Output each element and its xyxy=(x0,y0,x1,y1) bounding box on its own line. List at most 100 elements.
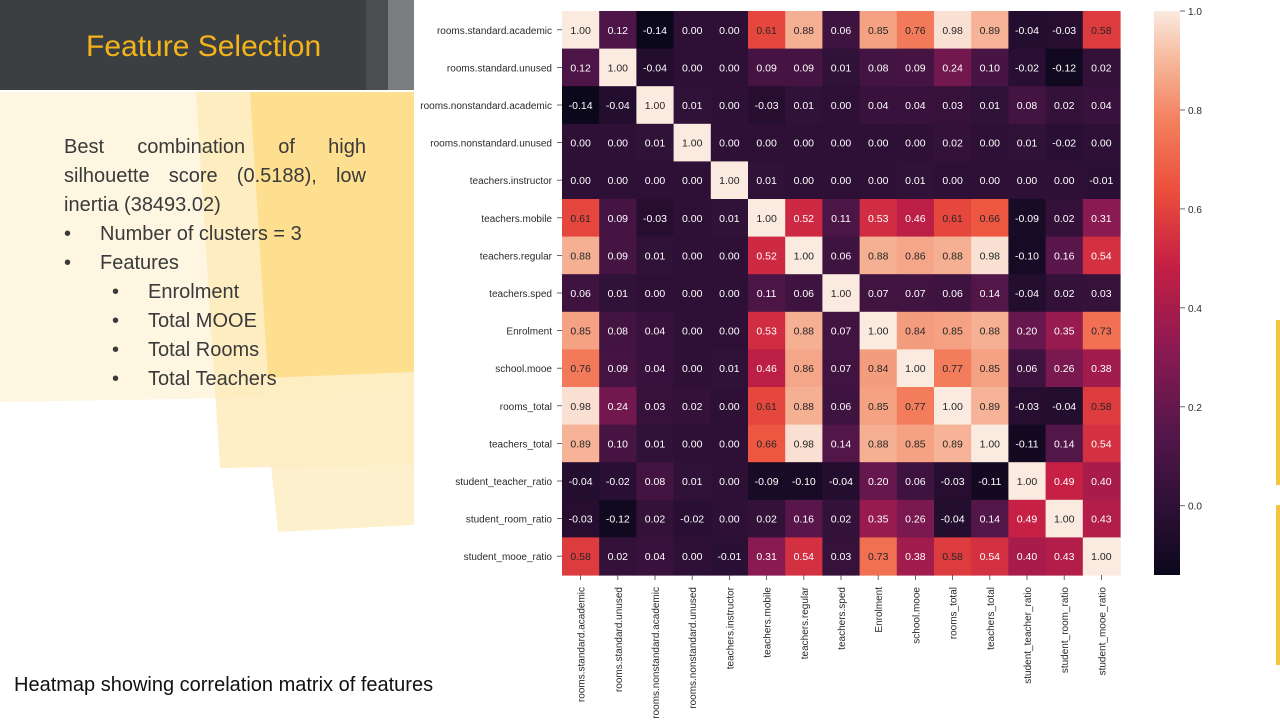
heatmap-cell xyxy=(673,387,712,426)
cell-value-label: 0.89 xyxy=(570,438,591,450)
cell-value-label: -0.02 xyxy=(1015,62,1039,74)
bullet-text: Total Rooms xyxy=(148,339,260,361)
cell-value-label: 0.01 xyxy=(608,288,629,300)
heatmap-cell xyxy=(822,11,861,50)
heatmap-cell xyxy=(1008,11,1047,50)
cell-value-label: 0.88 xyxy=(868,438,889,450)
y-tick-label: rooms.nonstandard.academic xyxy=(420,101,552,112)
background-accent-shape-3 xyxy=(262,372,414,532)
heatmap-cell xyxy=(934,349,972,388)
heatmap-cell xyxy=(599,499,637,538)
cell-value-label: 1.00 xyxy=(831,288,852,300)
cell-value-label: 0.11 xyxy=(831,213,851,225)
heatmap-cell xyxy=(599,311,637,350)
heatmap-cell xyxy=(971,387,1009,426)
heatmap-cell xyxy=(636,86,675,125)
cell-value-label: 0.00 xyxy=(682,438,703,450)
bullet-text: Total MOOE xyxy=(148,310,257,332)
heatmap-cell xyxy=(710,387,749,426)
heatmap-cell xyxy=(710,462,749,501)
heatmap-cell xyxy=(673,86,712,125)
heatmap-cell xyxy=(896,349,935,388)
title-bar-stripe-light xyxy=(388,0,414,90)
cell-value-label: 0.02 xyxy=(831,514,852,526)
heatmap-cell xyxy=(673,537,712,576)
bullet-text: Number of clusters = 3 xyxy=(100,223,302,245)
bullet-text: Features xyxy=(100,252,179,274)
heatmap-cell xyxy=(1082,499,1121,538)
heatmap-cell xyxy=(673,123,712,162)
cell-value-label: 0.02 xyxy=(1091,62,1112,74)
heatmap-cell xyxy=(748,499,786,538)
cell-value-label: 0.00 xyxy=(682,326,703,338)
sub-bullet-item: • Total MOOE xyxy=(64,307,366,336)
heatmap-cell xyxy=(822,424,861,463)
heatmap-cell xyxy=(934,311,972,350)
heatmap-cell xyxy=(562,123,600,162)
heatmap-cell xyxy=(1045,311,1084,350)
x-tick-label: rooms.standard.academic xyxy=(577,587,588,702)
heatmap-cell xyxy=(971,349,1009,388)
heatmap-cell xyxy=(599,462,637,501)
cell-value-label: 0.01 xyxy=(794,100,815,112)
heatmap-cell xyxy=(710,311,749,350)
heatmap-cell xyxy=(785,86,823,125)
cell-value-label: 0.85 xyxy=(942,326,963,338)
heatmap-cell xyxy=(785,199,823,238)
heatmap-cell xyxy=(822,86,861,125)
heatmap-cell xyxy=(785,349,823,388)
cell-value-label: 0.88 xyxy=(868,250,889,262)
cell-value-label: 0.88 xyxy=(980,326,1001,338)
x-tick-label: student_room_ratio xyxy=(1060,587,1071,674)
cell-value-label: 0.14 xyxy=(1054,438,1075,450)
cell-value-label: 0.85 xyxy=(868,25,889,37)
y-tick-label: student_teacher_ratio xyxy=(455,477,552,488)
decorative-background xyxy=(0,92,414,532)
heatmap-cell xyxy=(636,499,675,538)
heatmap-cell xyxy=(748,236,786,275)
heatmap-cell xyxy=(673,349,712,388)
cell-value-label: -0.04 xyxy=(829,476,853,488)
heatmap-cell xyxy=(859,48,898,87)
heatmap-cell xyxy=(599,48,637,87)
heatmap-cell xyxy=(636,123,675,162)
heatmap-cell xyxy=(1045,537,1084,576)
cell-value-label: 0.00 xyxy=(905,138,926,150)
cell-value-label: 0.43 xyxy=(1054,551,1075,563)
heatmap-cell xyxy=(673,199,712,238)
cell-value-label: 0.00 xyxy=(756,138,777,150)
cell-value-label: 0.77 xyxy=(942,363,963,375)
heatmap-cell xyxy=(1082,11,1121,50)
cell-value-label: 0.86 xyxy=(794,363,815,375)
cell-value-label: 0.58 xyxy=(1091,401,1112,413)
heatmap-cell xyxy=(934,462,972,501)
cell-value-label: 0.01 xyxy=(719,213,740,225)
heatmap-cell xyxy=(896,462,935,501)
heatmap-cell xyxy=(1045,236,1084,275)
heatmap-cell xyxy=(934,48,972,87)
heatmap-cell xyxy=(785,11,823,50)
heatmap-cell xyxy=(710,274,749,313)
cell-value-label: 1.00 xyxy=(1054,514,1075,526)
cell-value-label: 0.00 xyxy=(682,213,703,225)
y-tick-label: rooms.standard.unused xyxy=(447,63,552,74)
cell-value-label: 0.85 xyxy=(980,363,1001,375)
cell-value-label: -0.03 xyxy=(643,213,667,225)
cell-value-label: 0.85 xyxy=(570,326,591,338)
cell-value-label: 0.31 xyxy=(1091,213,1112,225)
heatmap-cell xyxy=(1082,86,1121,125)
cell-value-label: 0.88 xyxy=(794,326,815,338)
bullet-item: • Features xyxy=(64,249,366,278)
x-tick-label: teachers_total xyxy=(986,587,997,650)
cell-value-label: -0.12 xyxy=(1052,62,1076,74)
heatmap-cell xyxy=(859,236,898,275)
cell-value-label: -0.04 xyxy=(1015,25,1039,37)
cell-value-label: 1.00 xyxy=(682,138,703,150)
heatmap-cell xyxy=(562,48,600,87)
cell-value-label: 1.00 xyxy=(645,100,666,112)
heatmap-cell xyxy=(562,537,600,576)
cell-value-label: 0.24 xyxy=(942,62,963,74)
colorbar-tick-label: 0.4 xyxy=(1188,304,1202,315)
cell-value-label: 1.00 xyxy=(794,250,815,262)
heatmap-cell xyxy=(636,424,675,463)
